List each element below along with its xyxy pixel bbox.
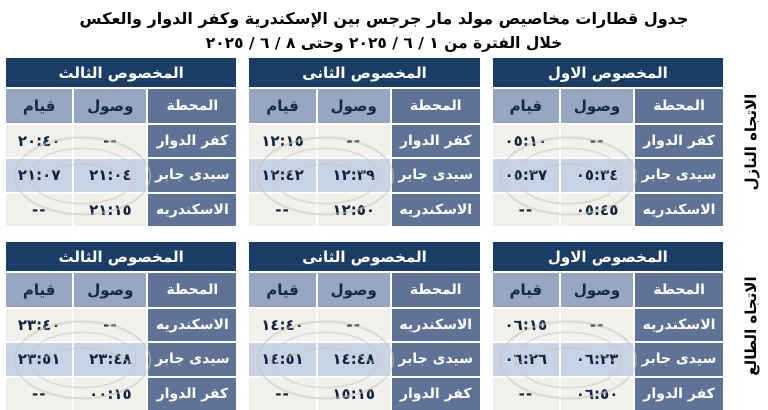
arrival-cell: ٢١:١٥ <box>74 193 147 226</box>
arrival-cell: ٠٥:٤٥ <box>561 193 634 226</box>
direction-label-up: الاتجاه الطالع <box>736 242 766 410</box>
departure-cell: -- <box>249 193 316 226</box>
station-cell: كفر الدوار <box>391 377 480 410</box>
arrival-cell: ٠٥:٣٤ <box>561 159 634 192</box>
station-cell: الاسكندريه <box>635 193 723 226</box>
departure-cell: ٢١:٠٧ <box>6 159 73 192</box>
departure-cell: ٠٦:٢٦ <box>492 343 559 376</box>
arrival-cell: ٠٦:٥٠ <box>561 377 634 410</box>
station-cell: الاسكندريه <box>148 193 237 226</box>
col-header-arrival: وصول <box>74 273 147 307</box>
departure-cell: ٠٥:٣٧ <box>492 159 559 192</box>
train-name-header: المخصوص الثانى <box>249 58 480 87</box>
station-cell: سيدى جابر <box>148 343 237 376</box>
col-header-departure: قيام <box>6 89 73 123</box>
departure-cell: -- <box>492 377 559 410</box>
col-header-station: المحطة <box>635 273 723 307</box>
station-cell: سيدى جابر <box>391 159 480 192</box>
arrival-cell: ١٢:٥٠ <box>317 193 390 226</box>
arrival-cell: ٢١:٠٤ <box>74 159 147 192</box>
direction-label-down: الاتجاه النازل <box>736 58 766 226</box>
station-cell: الاسكندريه <box>635 309 723 342</box>
departure-cell: ٢٣:٤٠ <box>6 309 73 342</box>
arrival-cell: -- <box>561 309 634 342</box>
train-name-header: المخصوص الثالث <box>6 242 237 271</box>
schedule-table-special3-down: المخصوص الثالث المحطة وصول قيام كفر الدو… <box>6 58 237 226</box>
arrival-cell: -- <box>317 309 390 342</box>
col-header-station: المحطة <box>635 89 723 123</box>
schedule-table-special2-down: المخصوص الثانى المحطة وصول قيام كفر الدو… <box>249 58 480 226</box>
departure-cell: ١٢:١٥ <box>249 125 316 158</box>
col-header-departure: قيام <box>6 273 73 307</box>
train-name-header: المخصوص الاول <box>492 242 723 271</box>
station-cell: الاسكندريه <box>391 193 480 226</box>
arrival-cell: -- <box>561 125 634 158</box>
page-subtitle-date-range: خلال الفترة من ١ / ٦ / ٢٠٢٥ وحتى ٨ / ٦ /… <box>205 34 563 52</box>
direction-label-down-text: الاتجاه النازل <box>742 93 760 191</box>
col-header-departure: قيام <box>492 89 559 123</box>
station-cell: سيدى جابر <box>635 159 723 192</box>
station-cell: كفر الدوار <box>148 125 237 158</box>
schedule-table-special1-up: المخصوص الاول المحطة وصول قيام الاسكندري… <box>492 242 723 410</box>
page-header: جدول قطارات مخاصيص مولد مار جرجس بين الإ… <box>0 0 768 58</box>
departure-cell: ١٤:٥١ <box>249 343 316 376</box>
arrival-cell: ١٤:٤٨ <box>317 343 390 376</box>
table-grid: المحطة وصول قيام كفر الدوار -- ٠٥:١٠ سيد… <box>492 89 723 226</box>
direction-label-up-text: الاتجاه الطالع <box>742 276 760 376</box>
col-header-station: المحطة <box>391 89 480 123</box>
arrival-cell: ١٢:٣٩ <box>317 159 390 192</box>
schedule-table-special3-up: المخصوص الثالث المحطة وصول قيام الاسكندر… <box>6 242 237 410</box>
page-title: جدول قطارات مخاصيص مولد مار جرجس بين الإ… <box>79 9 689 28</box>
train-name-header: المخصوص الثالث <box>6 58 237 87</box>
arrival-cell: ٠٦:٢٣ <box>561 343 634 376</box>
station-cell: سيدى جابر <box>635 343 723 376</box>
train-name-header: المخصوص الثانى <box>249 242 480 271</box>
table-grid: المحطة وصول قيام الاسكندريه -- ١٤:٤٠ سيد… <box>249 273 480 410</box>
departure-cell: -- <box>492 193 559 226</box>
col-header-arrival: وصول <box>74 89 147 123</box>
departure-cell: -- <box>249 377 316 410</box>
arrival-cell: -- <box>74 125 147 158</box>
departure-cell: ٠٦:١٥ <box>492 309 559 342</box>
col-header-arrival: وصول <box>561 89 634 123</box>
col-header-station: المحطة <box>148 89 237 123</box>
station-cell: كفر الدوار <box>635 125 723 158</box>
departure-cell: -- <box>6 193 73 226</box>
schedule-table-special1-down: المخصوص الاول المحطة وصول قيام كفر الدوا… <box>492 58 723 226</box>
table-grid: المحطة وصول قيام كفر الدوار -- ١٢:١٥ سيد… <box>249 89 480 226</box>
col-header-arrival: وصول <box>317 273 390 307</box>
station-cell: كفر الدوار <box>635 377 723 410</box>
col-header-departure: قيام <box>492 273 559 307</box>
train-name-header: المخصوص الاول <box>492 58 723 87</box>
schedule-table-special2-up: المخصوص الثانى المحطة وصول قيام الاسكندر… <box>249 242 480 410</box>
station-cell: سيدى جابر <box>391 343 480 376</box>
station-cell: سيدى جابر <box>148 159 237 192</box>
direction-section-up: الاتجاه الطالع المخصوص الاول المحطة وصول… <box>0 242 768 410</box>
table-grid: المحطة وصول قيام الاسكندريه -- ٢٣:٤٠ سيد… <box>6 273 237 410</box>
arrival-cell: -- <box>74 309 147 342</box>
departure-cell: ١٤:٤٠ <box>249 309 316 342</box>
col-header-station: المحطة <box>391 273 480 307</box>
table-grid: المحطة وصول قيام الاسكندريه -- ٠٦:١٥ سيد… <box>492 273 723 410</box>
station-cell: الاسكندريه <box>391 309 480 342</box>
arrival-cell: -- <box>317 125 390 158</box>
station-cell: كفر الدوار <box>148 377 237 410</box>
departure-cell: ١٢:٤٢ <box>249 159 316 192</box>
station-cell: كفر الدوار <box>391 125 480 158</box>
departure-cell: ٠٥:١٠ <box>492 125 559 158</box>
col-header-departure: قيام <box>249 89 316 123</box>
departure-cell: ٢٣:٥١ <box>6 343 73 376</box>
col-header-departure: قيام <box>249 273 316 307</box>
table-grid: المحطة وصول قيام كفر الدوار -- ٢٠:٤٠ سيد… <box>6 89 237 226</box>
departure-cell: ٢٠:٤٠ <box>6 125 73 158</box>
arrival-cell: ٠٠:١٥ <box>74 377 147 410</box>
direction-section-down: الاتجاه النازل المخصوص الاول المحطة وصول… <box>0 58 768 226</box>
col-header-station: المحطة <box>148 273 237 307</box>
col-header-arrival: وصول <box>317 89 390 123</box>
station-cell: الاسكندريه <box>148 309 237 342</box>
arrival-cell: ١٥:١٥ <box>317 377 390 410</box>
departure-cell: -- <box>6 377 73 410</box>
arrival-cell: ٢٣:٤٨ <box>74 343 147 376</box>
col-header-arrival: وصول <box>561 273 634 307</box>
